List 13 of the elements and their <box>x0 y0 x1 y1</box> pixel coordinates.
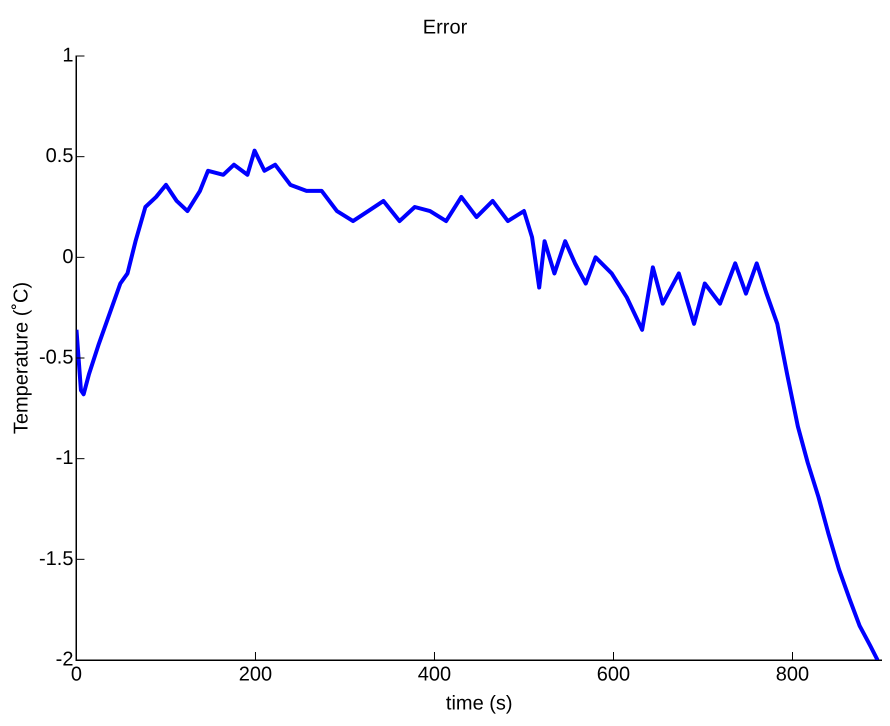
x-tick-label: 200 <box>238 664 272 686</box>
y-tick-label: 0 <box>62 246 74 268</box>
y-axis-title: Temperature (˚C) <box>10 282 33 434</box>
y-tick-label: -1.5 <box>38 548 74 570</box>
y-tick-label: -0.5 <box>38 346 74 369</box>
x-tick-label: 400 <box>418 664 452 686</box>
y-tick-label: -1 <box>56 447 74 470</box>
chart-title: Error <box>422 16 468 39</box>
x-tick-label: 600 <box>596 664 630 686</box>
x-tick-label: 800 <box>776 664 810 686</box>
y-tick-label: 0.5 <box>46 145 74 168</box>
x-axis-title: time (s) <box>446 692 513 715</box>
y-tick-label: 1 <box>62 44 74 67</box>
